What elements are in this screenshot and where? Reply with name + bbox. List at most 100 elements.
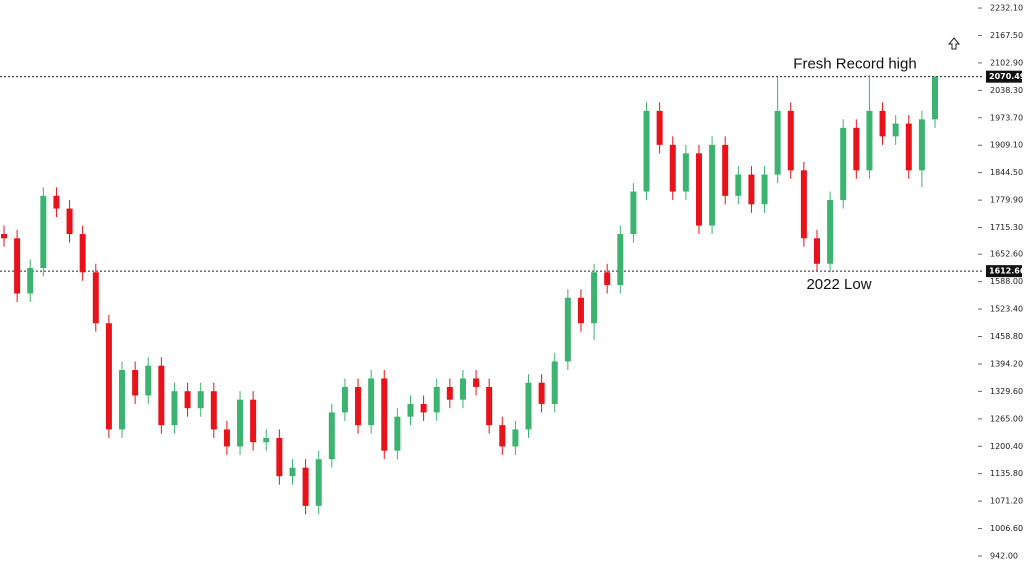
candle-body — [709, 144, 716, 226]
y-tick-label: 1844.50 — [990, 168, 1023, 177]
candle-body — [551, 361, 558, 404]
price-label: 1612.66 — [989, 267, 1024, 276]
candle-body — [840, 127, 847, 201]
candle-body — [341, 386, 348, 413]
annotation: 2022 Low — [806, 276, 871, 293]
candle-body — [813, 238, 820, 264]
annotation: Fresh Record high — [793, 56, 916, 73]
candle-body — [27, 268, 34, 294]
y-tick-label: 942.00 — [990, 552, 1018, 561]
y-tick-label: 1715.30 — [990, 223, 1023, 232]
y-tick-label: 1779.90 — [990, 196, 1023, 205]
candle-body — [250, 399, 257, 443]
candle-body — [420, 403, 427, 413]
y-tick-label: 2232.10 — [990, 4, 1023, 13]
candle-body — [433, 386, 440, 413]
candle-body — [827, 200, 834, 264]
candle-body — [119, 369, 126, 430]
y-tick-label: 1006.60 — [990, 524, 1023, 533]
candle-body — [800, 170, 807, 239]
y-tick-label: 1135.80 — [990, 469, 1023, 478]
candle-body — [577, 297, 584, 324]
candle-body — [525, 382, 532, 430]
candle-body — [643, 110, 650, 192]
candle-body — [276, 437, 283, 477]
candle-body — [630, 191, 637, 235]
candle-body — [315, 459, 322, 506]
y-tick-label: 1652.60 — [990, 250, 1023, 259]
candle-body — [92, 272, 99, 324]
candle-body — [223, 429, 230, 447]
candle-body — [459, 378, 466, 400]
candle-body — [79, 234, 86, 273]
y-tick-label: 1523.40 — [990, 305, 1023, 314]
candle-body — [446, 386, 453, 400]
candle-body — [932, 76, 938, 120]
candle-body — [787, 110, 794, 171]
candle-body — [263, 437, 270, 443]
y-tick-label: 1909.10 — [990, 141, 1023, 150]
up-arrow-icon — [947, 37, 961, 50]
candle-body — [722, 144, 729, 196]
candle-body — [499, 425, 506, 447]
candle-body — [918, 119, 925, 171]
y-tick-label: 1200.40 — [990, 442, 1023, 451]
candle-body — [289, 467, 296, 477]
candle-body — [748, 174, 755, 205]
candle-body — [866, 110, 873, 171]
candle-body — [564, 297, 571, 362]
candle-body — [538, 382, 545, 404]
candle-body — [66, 208, 73, 235]
y-tick-label: 1394.20 — [990, 359, 1023, 368]
candle-body — [879, 110, 886, 137]
y-tick-label: 2167.50 — [990, 31, 1023, 40]
candle-body — [486, 386, 493, 426]
candle-body — [171, 391, 178, 426]
candle-body — [394, 416, 401, 451]
candle-body — [604, 272, 611, 286]
candle-body — [14, 238, 21, 294]
candle-body — [512, 429, 519, 447]
candle-body — [302, 467, 309, 506]
price-label-box — [986, 70, 1022, 83]
y-tick-label: 1588.00 — [990, 277, 1023, 286]
candle-body — [197, 391, 204, 409]
candle-body — [617, 234, 624, 286]
candle-body — [53, 195, 60, 209]
candle-body — [1, 234, 7, 239]
candle-body — [735, 174, 742, 196]
y-tick-label: 1458.80 — [990, 332, 1023, 341]
y-tick-label: 2102.90 — [990, 58, 1023, 67]
candle-body — [368, 378, 375, 426]
candle-body — [145, 365, 152, 396]
candle-body — [40, 195, 47, 269]
candle-body — [669, 144, 676, 192]
candle-body — [682, 153, 689, 192]
y-tick-label: 1973.70 — [990, 113, 1023, 122]
candle-body — [237, 399, 244, 447]
candle-body — [158, 365, 165, 426]
candle-body — [381, 378, 388, 451]
candle-body — [656, 110, 663, 145]
y-tick-label: 1329.60 — [990, 387, 1023, 396]
candle-body — [355, 386, 362, 426]
candle-body — [591, 272, 598, 324]
candle-body — [407, 403, 414, 417]
candle-body — [105, 323, 112, 430]
y-tick-label: 1071.20 — [990, 497, 1023, 506]
candle-body — [695, 153, 702, 226]
y-tick-label: 1265.00 — [990, 414, 1023, 423]
candle-body — [210, 391, 217, 430]
candle-body — [132, 369, 139, 396]
price-label: 2070.49 — [989, 72, 1024, 81]
candle-body — [892, 123, 899, 137]
price-label-box — [986, 265, 1022, 278]
candle-body — [328, 412, 335, 460]
y-tick-label: 2038.30 — [990, 86, 1023, 95]
candle-body — [761, 174, 768, 205]
candle-body — [853, 127, 860, 171]
candle-body — [905, 123, 912, 171]
candle-body — [184, 391, 191, 409]
